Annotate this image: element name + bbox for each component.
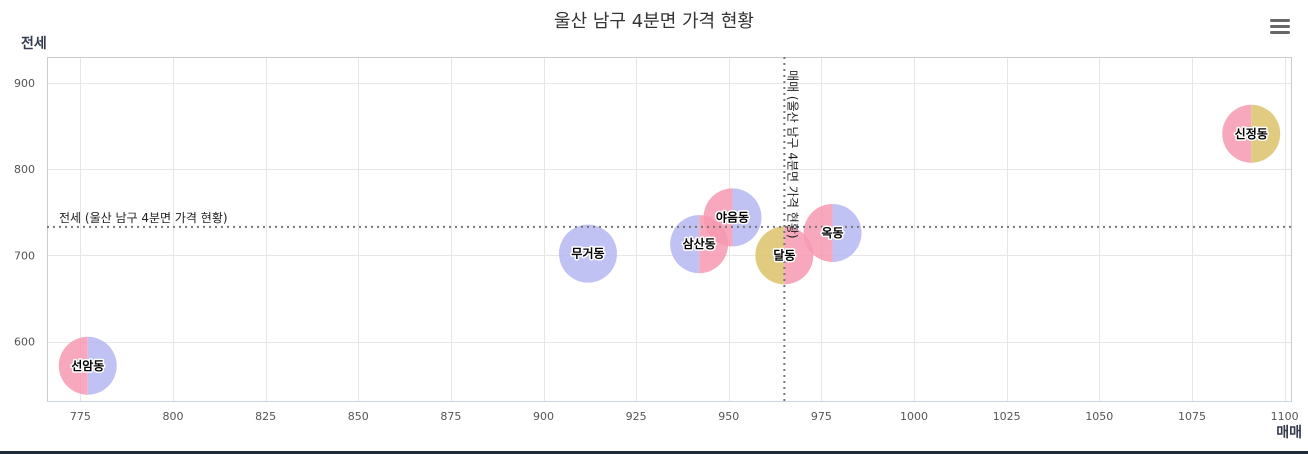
x-tick-label: 950 xyxy=(718,410,739,423)
bubble-right-half xyxy=(587,224,617,283)
bubble-data-label: 무거동 xyxy=(571,246,604,261)
x-tick-label: 1075 xyxy=(1178,410,1206,423)
bubble-point[interactable] xyxy=(703,188,762,247)
bubble-left-half xyxy=(58,336,88,395)
bubble-right-half xyxy=(732,188,762,247)
bubble-left-half xyxy=(803,203,833,262)
bubble-left-half xyxy=(703,188,733,247)
y-axis-title: 전세 xyxy=(21,35,47,52)
x-tick-label: 925 xyxy=(626,410,647,423)
x-tick-label: 1025 xyxy=(993,410,1021,423)
reference-lines: 전세 (울산 남구 4분면 가격 현황) 매매 (울산 남구 4분면 가격 현황) xyxy=(47,57,1292,402)
x-tick-label: 850 xyxy=(348,410,369,423)
hamburger-menu-icon[interactable] xyxy=(1270,19,1290,35)
y-tick-label: 700 xyxy=(14,249,35,262)
x-tick-label: 800 xyxy=(162,410,183,423)
x-axis-title: 매매 xyxy=(1276,425,1302,441)
bubble-data-label: 신정동 xyxy=(1235,126,1268,141)
y-tick-label: 900 xyxy=(14,77,35,90)
plot-border xyxy=(47,57,1292,402)
bubble-left-half xyxy=(670,215,700,274)
y-reference-label: 전세 (울산 남구 4분면 가격 현황) xyxy=(59,211,228,225)
y-axis-ticks: 600 700 800 900 xyxy=(14,77,35,349)
bubble-data-label: 삼산동 xyxy=(683,236,716,251)
x-tick-label: 875 xyxy=(440,410,461,423)
bottom-border xyxy=(0,451,1308,454)
bubble-right-half xyxy=(87,336,117,395)
bubble-left-half xyxy=(1222,104,1252,163)
bubble-point[interactable] xyxy=(803,203,862,262)
x-tick-label: 1000 xyxy=(900,410,928,423)
x-tick-label: 975 xyxy=(811,410,832,423)
bubble-right-half xyxy=(1251,104,1281,163)
x-tick-label: 825 xyxy=(255,410,276,423)
bubble-right-half xyxy=(832,203,862,262)
bubble-data-label: 달동 xyxy=(773,248,795,262)
chart-title: 울산 남구 4분면 가격 현황 xyxy=(554,11,754,32)
bubble-point[interactable] xyxy=(58,336,117,395)
x-tick-label: 900 xyxy=(533,410,554,423)
x-tick-label: 775 xyxy=(70,410,91,423)
x-tick-label: 1050 xyxy=(1085,410,1113,423)
bubble-data-label: 야음동 xyxy=(716,209,749,224)
grid xyxy=(47,57,1292,402)
x-reference-label: 매매 (울산 남구 4분면 가격 현황) xyxy=(785,70,799,239)
x-axis-ticks: 775 800 825 850 875 900 925 950 975 1000 1025 1050 1… xyxy=(70,410,1299,423)
bubble-left-half xyxy=(558,224,588,283)
y-tick-label: 800 xyxy=(14,163,35,176)
bubble-left-half xyxy=(755,226,785,285)
bubble-data-label: 선암동 xyxy=(71,358,104,373)
bubble-point[interactable] xyxy=(558,224,617,283)
bubble-point[interactable] xyxy=(1222,104,1281,163)
bubble-data-label: 옥동 xyxy=(821,225,843,240)
y-tick-label: 600 xyxy=(14,336,35,349)
bubble-series xyxy=(58,104,1281,395)
x-tick-label: 1100 xyxy=(1271,410,1299,423)
